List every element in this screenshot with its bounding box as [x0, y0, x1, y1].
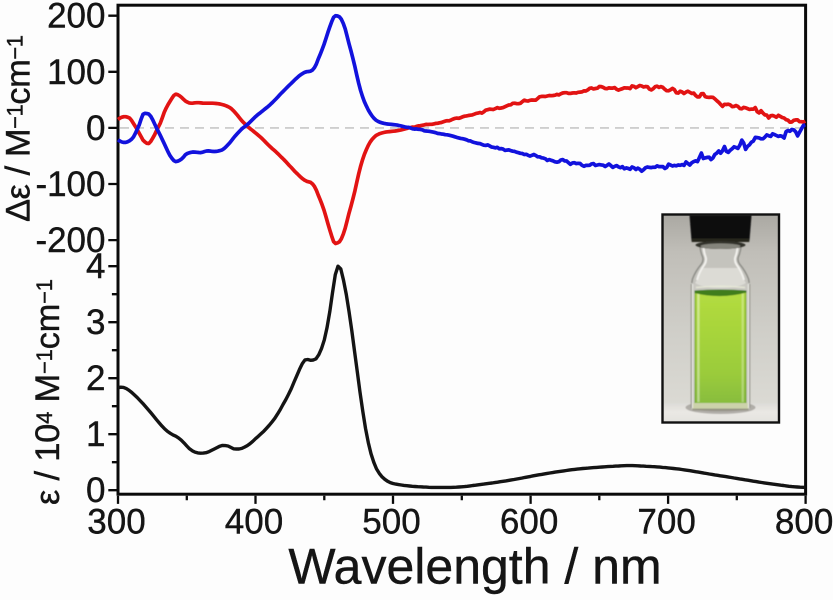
- svg-text:ε / 104 M−1cm−1: ε / 104 M−1cm−1: [29, 279, 67, 505]
- svg-text:Wavelength / nm: Wavelength / nm: [288, 539, 661, 595]
- svg-text:700: 700: [637, 503, 695, 542]
- svg-text:300: 300: [87, 503, 145, 542]
- svg-text:-100: -100: [35, 165, 105, 204]
- svg-text:0: 0: [86, 109, 105, 148]
- svg-text:200: 200: [47, 0, 105, 36]
- svg-text:600: 600: [500, 503, 558, 542]
- svg-text:0: 0: [86, 471, 105, 510]
- svg-text:-200: -200: [35, 221, 105, 260]
- svg-text:2: 2: [86, 359, 105, 398]
- svg-text:Δε / M−1cm−1: Δε / M−1cm−1: [0, 35, 38, 222]
- svg-text:500: 500: [362, 503, 420, 542]
- svg-text:400: 400: [225, 503, 283, 542]
- svg-text:800: 800: [775, 503, 833, 542]
- svg-text:100: 100: [47, 53, 105, 92]
- svg-text:1: 1: [86, 415, 105, 454]
- svg-text:4: 4: [86, 247, 105, 286]
- svg-text:3: 3: [86, 303, 105, 342]
